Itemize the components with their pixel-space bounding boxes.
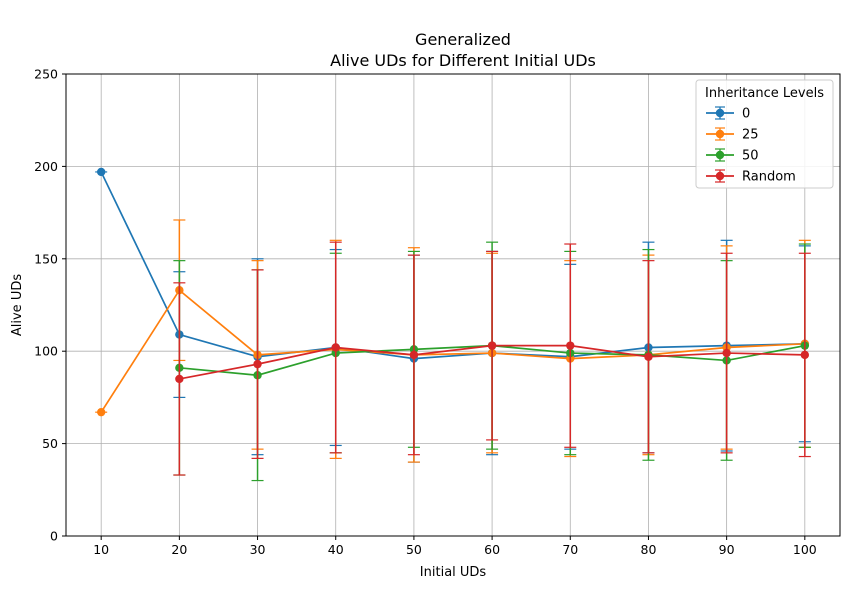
legend-title: Inheritance Levels	[705, 86, 824, 101]
x-tick-label: 70	[562, 542, 578, 557]
x-axis-ticks: 10 20 30 40 50 60 70 80 90 100	[93, 536, 817, 557]
plot-frame	[65, 73, 841, 537]
legend-box	[695, 79, 834, 189]
series-line	[100, 171, 805, 360]
y-tick-label: 100	[34, 344, 58, 359]
data-point	[331, 343, 340, 352]
x-tick-label: 20	[171, 542, 187, 557]
data-point	[800, 350, 810, 360]
legend-marker	[715, 171, 725, 181]
chart-title: Generalized	[415, 30, 511, 49]
x-axis-label: Initial UDs	[420, 565, 487, 580]
x-tick-label: 30	[250, 542, 266, 557]
data-point	[644, 352, 653, 361]
data-point	[722, 348, 731, 358]
y-tick-label: 250	[34, 67, 58, 82]
legend-marker	[715, 150, 725, 160]
legend-label: 50	[742, 149, 759, 164]
y-axis-ticks: 0 50 100 150 200 250	[34, 67, 66, 544]
legend-marker	[715, 129, 725, 139]
y-tick-label: 200	[34, 159, 58, 174]
y-tick-label: 150	[34, 251, 58, 266]
data-point	[96, 167, 106, 177]
legend-label: Random	[742, 170, 796, 185]
x-tick-label: 50	[406, 542, 422, 557]
series-line	[100, 288, 805, 413]
legend-marker	[715, 108, 725, 118]
x-tick-label: 100	[793, 542, 817, 557]
series-0	[95, 167, 811, 463]
x-tick-label: 40	[328, 542, 344, 557]
y-tick-label: 50	[42, 436, 58, 451]
series-group	[95, 167, 811, 482]
chart-subtitle: Alive UDs for Different Initial UDs	[330, 51, 596, 70]
data-point	[96, 407, 106, 417]
y-axis-label: Alive UDs	[10, 274, 25, 336]
y-tick-label: 0	[50, 529, 58, 544]
legend: Inheritance Levels 0 25 50 Random	[695, 79, 834, 189]
data-point	[566, 341, 575, 350]
x-tick-label: 80	[641, 542, 657, 557]
legend-label: 25	[742, 128, 759, 143]
data-point	[487, 341, 497, 350]
x-tick-label: 60	[484, 542, 500, 557]
x-tick-label: 10	[93, 542, 109, 557]
data-point	[409, 350, 419, 360]
data-point	[175, 374, 184, 384]
data-point	[253, 359, 262, 369]
x-tick-label: 90	[719, 542, 735, 557]
legend-label: 0	[742, 107, 750, 122]
series-random	[173, 241, 811, 476]
